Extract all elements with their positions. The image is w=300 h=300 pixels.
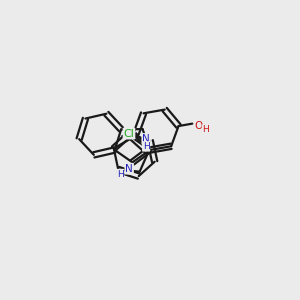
Text: H: H (117, 169, 124, 178)
Text: H: H (202, 125, 209, 134)
Text: O: O (195, 121, 203, 131)
Text: H: H (143, 142, 149, 151)
Text: N: N (142, 134, 150, 144)
Text: N: N (125, 164, 133, 174)
Text: Cl: Cl (124, 129, 134, 139)
